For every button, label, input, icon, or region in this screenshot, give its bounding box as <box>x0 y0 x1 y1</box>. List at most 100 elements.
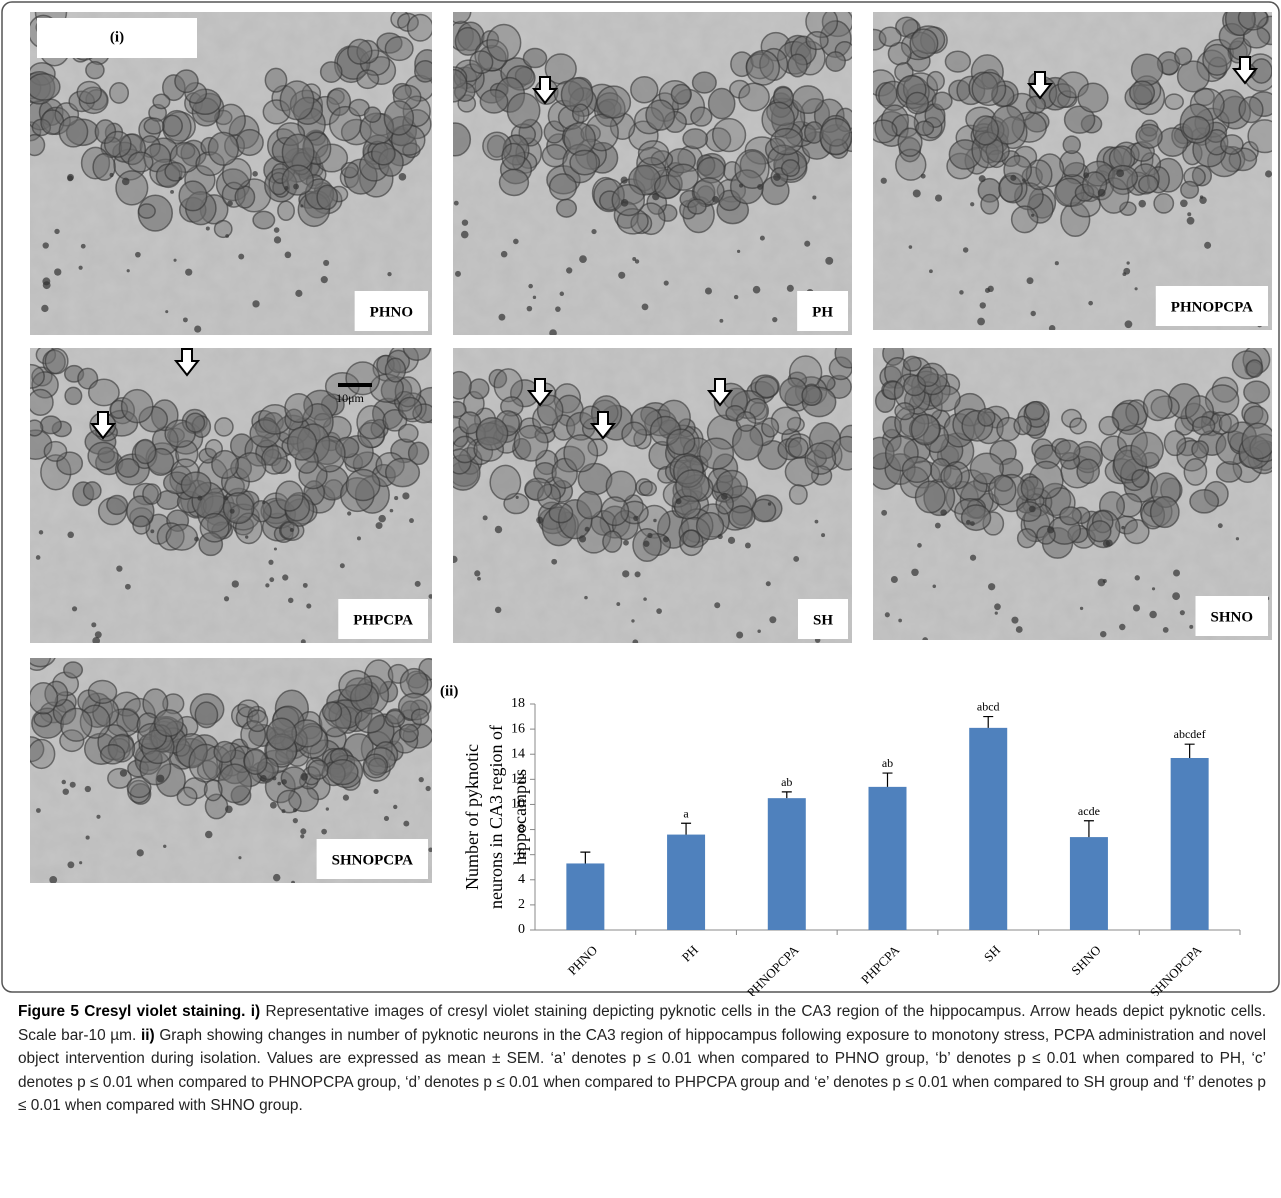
cell <box>178 180 208 212</box>
figure-border <box>1 1 1280 993</box>
cell <box>326 758 359 786</box>
y-tick-label: 12 <box>511 772 525 787</box>
cell <box>1003 154 1033 185</box>
dot <box>643 597 647 601</box>
dot <box>1048 325 1056 330</box>
cell <box>120 388 154 424</box>
dot <box>182 317 188 323</box>
micrograph <box>30 348 432 643</box>
dot <box>428 594 432 599</box>
dot <box>323 259 330 266</box>
dot <box>922 637 929 640</box>
cell <box>498 168 530 197</box>
cell <box>1149 495 1180 529</box>
dot <box>300 828 307 835</box>
dot <box>292 817 298 824</box>
cell <box>397 423 419 443</box>
dot <box>300 772 309 781</box>
error-bar <box>882 772 893 787</box>
cell <box>972 115 1000 146</box>
cell <box>805 31 829 51</box>
cell <box>882 380 904 401</box>
dot <box>1079 606 1084 611</box>
dot <box>631 619 635 623</box>
label-box <box>338 599 428 639</box>
dot <box>1123 267 1131 275</box>
dot <box>394 496 399 501</box>
dot <box>752 285 761 294</box>
caption: Figure 5 Cresyl violet staining. i) Repr… <box>18 1000 1266 1118</box>
dot <box>880 177 887 184</box>
error-bar <box>1083 820 1094 838</box>
dot <box>474 570 481 577</box>
cell <box>804 442 837 475</box>
y-tick-label: 14 <box>511 746 525 761</box>
cell <box>621 421 648 447</box>
error-bar <box>1184 743 1195 758</box>
cell <box>30 658 52 671</box>
cell <box>362 753 389 779</box>
dot <box>194 536 200 542</box>
dot <box>197 495 203 501</box>
dot <box>1083 172 1090 179</box>
y-tick-label: 16 <box>511 721 525 736</box>
dot <box>513 238 519 245</box>
cell <box>1241 422 1272 460</box>
dot <box>1265 170 1272 178</box>
significance-label: a <box>683 806 689 820</box>
cell <box>232 515 255 536</box>
cell <box>602 530 623 553</box>
x-tick-label: PH <box>679 942 701 964</box>
dot <box>126 269 130 273</box>
cell <box>1211 376 1239 403</box>
cell <box>1142 389 1173 422</box>
dot <box>62 788 69 795</box>
dot <box>225 805 233 814</box>
dot <box>227 200 233 207</box>
cell <box>882 348 905 367</box>
cell <box>116 458 140 478</box>
cell <box>137 203 156 219</box>
dot <box>295 289 303 297</box>
y-tick-label: 18 <box>511 696 525 711</box>
dot <box>109 172 114 177</box>
dot <box>1132 604 1141 612</box>
cell <box>910 413 941 446</box>
label-box <box>797 291 848 331</box>
cell <box>87 378 120 407</box>
cell <box>882 416 902 439</box>
dot <box>38 530 44 535</box>
cell <box>563 434 599 473</box>
cell <box>940 464 963 489</box>
cell <box>153 709 184 737</box>
cell <box>1098 415 1120 436</box>
dot <box>1026 277 1034 285</box>
dot <box>178 176 182 181</box>
dot <box>347 511 352 516</box>
label-box <box>797 599 848 639</box>
dot <box>375 522 383 530</box>
dot <box>727 536 736 544</box>
dot <box>881 509 888 516</box>
bar <box>566 863 605 930</box>
cell <box>711 117 747 153</box>
cell <box>1237 12 1269 31</box>
dot <box>35 808 41 813</box>
micrograph <box>873 348 1272 640</box>
dot <box>929 269 933 274</box>
x-tick-label: SHNOPCPA <box>1147 942 1205 996</box>
cell <box>894 402 916 421</box>
dot <box>1097 188 1106 197</box>
caption-label: Figure 5 Cresyl violet staining. <box>18 1003 246 1020</box>
dot <box>920 173 926 179</box>
dot <box>663 280 669 286</box>
cell <box>534 425 556 444</box>
x-tick-label: PHNOPCPA <box>744 942 802 996</box>
dot <box>979 302 986 309</box>
dot <box>994 611 998 615</box>
cell <box>1069 417 1087 435</box>
cell <box>266 717 298 751</box>
dot <box>1015 626 1023 633</box>
dot <box>116 565 123 572</box>
cell <box>402 348 432 361</box>
